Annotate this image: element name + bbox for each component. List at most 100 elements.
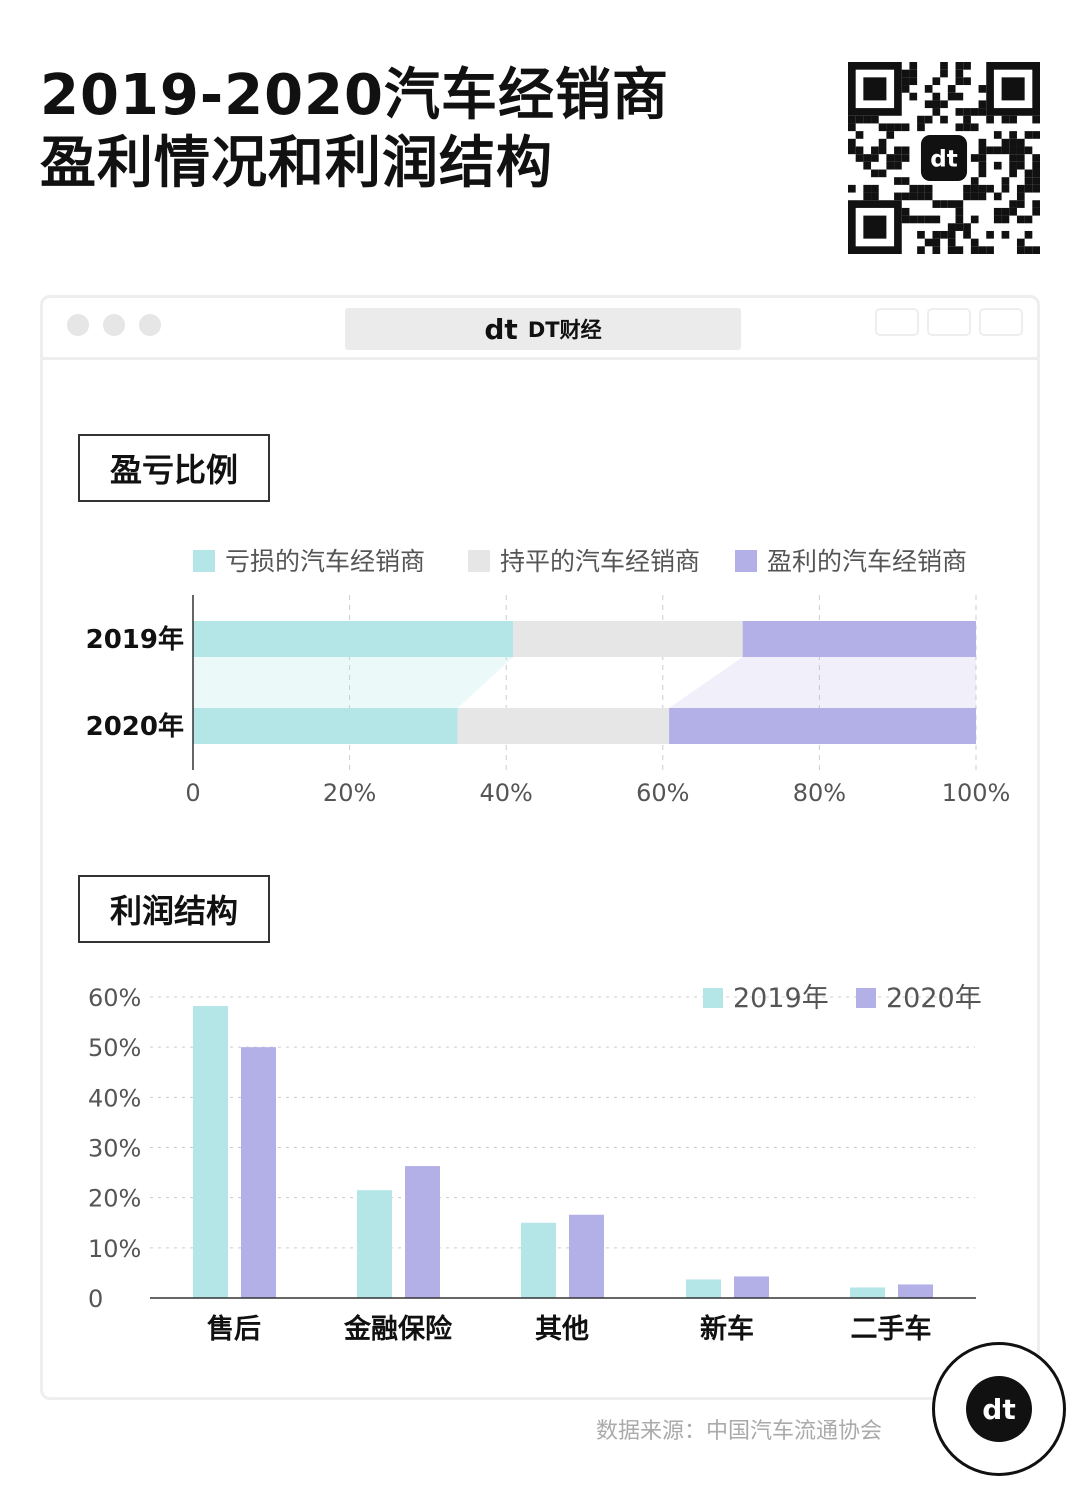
qr-module (924, 85, 933, 93)
qr-module (863, 154, 872, 162)
qr-code: dt (848, 62, 1040, 254)
qr-module (924, 192, 933, 201)
qr-module (886, 161, 895, 170)
qr-module (878, 123, 887, 132)
qr-module (932, 100, 941, 109)
qr-module (1024, 184, 1033, 193)
x-category-label: 金融保险 (343, 1313, 453, 1345)
qr-module (1001, 177, 1010, 185)
qr-module (1009, 161, 1017, 170)
qr-module (909, 69, 918, 78)
qr-module (1009, 207, 1017, 216)
qr-module (955, 200, 964, 208)
qr-module (1016, 200, 1025, 208)
qr-module (955, 207, 964, 216)
x-tick-label: 80% (793, 779, 846, 807)
bar (241, 1047, 276, 1298)
qr-module (901, 123, 910, 132)
qr-module (1032, 115, 1040, 124)
qr-module (1001, 146, 1010, 155)
qr-module (993, 146, 1002, 155)
qr-module (871, 192, 879, 201)
minimize-icon[interactable] (103, 314, 125, 336)
qr-module (886, 154, 895, 162)
qr-module (1009, 138, 1017, 147)
qr-module (855, 146, 864, 155)
qr-module (886, 131, 895, 139)
window-title: dt DT财经 (345, 308, 741, 350)
qr-module (1032, 154, 1040, 162)
qr-module (909, 77, 918, 86)
qr-module (901, 177, 910, 185)
qr-module (1024, 246, 1033, 254)
qr-module (955, 108, 964, 116)
qr-module (901, 69, 910, 78)
y-category-label: 2019年 (86, 624, 184, 655)
qr-module (1032, 169, 1040, 178)
qr-finder (848, 62, 902, 116)
qr-module (955, 62, 964, 70)
qr-module (1016, 192, 1025, 201)
qr-module (863, 115, 872, 124)
x-category-label: 其他 (535, 1314, 589, 1345)
window-button[interactable] (979, 308, 1023, 336)
qr-module (1016, 161, 1025, 170)
x-tick-label: 40% (480, 779, 533, 807)
close-icon[interactable] (67, 314, 89, 336)
qr-module (917, 115, 925, 124)
qr-module (848, 146, 856, 155)
qr-module (1032, 207, 1040, 216)
x-tick-label: 20% (323, 779, 376, 807)
qr-module (848, 115, 856, 124)
qr-module (993, 215, 1002, 224)
data-source: 数据来源：中国汽车流通协会 (596, 1419, 883, 1444)
y-tick-label: 40% (88, 1084, 141, 1112)
connector-band (193, 657, 514, 708)
qr-module (978, 100, 987, 109)
qr-module (932, 200, 941, 208)
y-tick-label: 50% (88, 1034, 141, 1062)
y-tick-label: 30% (88, 1135, 141, 1163)
qr-module (978, 85, 987, 93)
bar-segment (513, 621, 743, 657)
qr-module (970, 108, 979, 116)
bar-segment (457, 708, 670, 744)
record-button[interactable] (875, 308, 919, 336)
qr-module (894, 161, 902, 170)
qr-module (1016, 238, 1025, 247)
qr-module (871, 184, 879, 193)
qr-module (963, 123, 971, 132)
qr-module (855, 131, 864, 139)
share-button[interactable] (927, 308, 971, 336)
qr-module (932, 230, 941, 239)
qr-logo-icon (920, 134, 968, 182)
page-title: 2019-2020汽车经销商 盈利情况和利润结构 (40, 62, 669, 198)
qr-module (955, 223, 964, 231)
qr-module (855, 115, 864, 124)
x-tick-label: 100% (942, 779, 1011, 807)
y-category-label: 2020年 (86, 711, 184, 742)
qr-module (1001, 184, 1010, 193)
qr-module (901, 207, 910, 216)
section-title-profit-ratio: 盈亏比例 (78, 434, 270, 502)
qr-module (863, 161, 872, 170)
qr-module (1009, 169, 1017, 178)
qr-module (1001, 115, 1010, 124)
qr-module (978, 146, 987, 155)
legend-swatch (193, 550, 215, 572)
qr-module (1024, 230, 1033, 239)
qr-module (871, 154, 879, 162)
qr-module (1016, 215, 1025, 224)
maximize-icon[interactable] (139, 314, 161, 336)
qr-module (955, 246, 964, 254)
qr-module (932, 108, 941, 116)
qr-module (871, 169, 879, 178)
qr-module (963, 62, 971, 70)
qr-module (924, 115, 933, 124)
qr-module (963, 184, 971, 193)
qr-module (955, 77, 964, 86)
qr-module (970, 184, 979, 193)
qr-module (993, 192, 1002, 201)
qr-module (909, 215, 918, 224)
qr-module (978, 161, 987, 170)
